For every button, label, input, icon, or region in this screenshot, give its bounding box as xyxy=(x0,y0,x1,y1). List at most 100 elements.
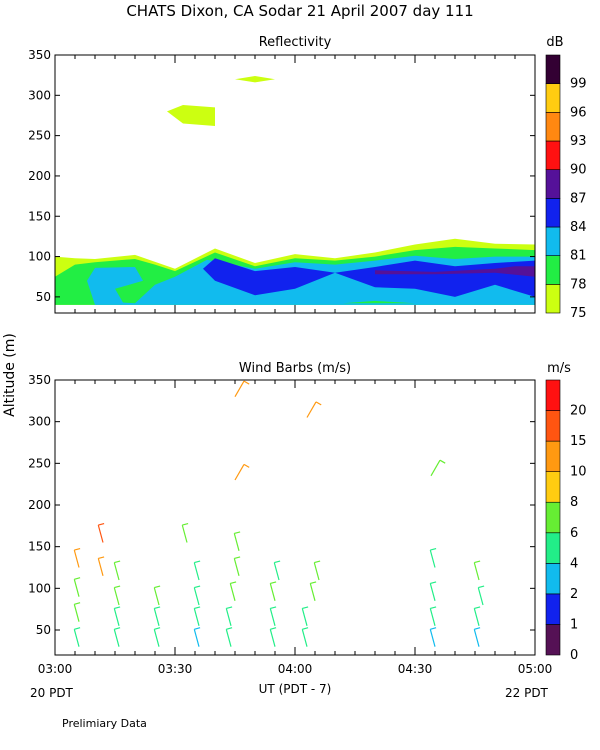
wind-barb-shaft xyxy=(430,608,435,625)
wind-barb xyxy=(235,464,249,480)
wind-barb-shaft xyxy=(98,525,103,542)
wind-barb xyxy=(478,586,484,605)
y-tick-label: 50 xyxy=(36,290,51,304)
wind-barb-flag xyxy=(244,464,249,467)
wind-barb-shaft xyxy=(474,608,479,625)
wind-barb-flag xyxy=(274,561,280,563)
wind-barb-shaft xyxy=(194,588,199,605)
wind-barb-flag xyxy=(74,549,80,551)
colorbar-label: 8 xyxy=(570,495,578,510)
wind-barb xyxy=(302,607,308,626)
wind-barb-flag xyxy=(316,402,321,405)
wind-barb-shaft xyxy=(307,402,316,418)
wind-barb-shaft xyxy=(154,608,159,625)
wind-barb-shaft xyxy=(474,563,479,580)
y-tick-label: 150 xyxy=(28,540,51,554)
wind-barb xyxy=(302,628,308,647)
figure-title: CHATS Dixon, CA Sodar 21 April 2007 day … xyxy=(126,2,473,20)
wind-barb xyxy=(154,628,160,647)
wind-barb-flag xyxy=(98,524,104,526)
wind-barb-shaft xyxy=(478,588,483,605)
y-tick-label: 150 xyxy=(28,209,51,223)
wind-barb-shaft xyxy=(226,608,231,625)
wind-barb-flag xyxy=(98,557,104,559)
x-right-note: 22 PDT xyxy=(505,686,549,700)
wind-barb xyxy=(274,561,280,580)
y-tick-label: 300 xyxy=(28,415,51,429)
wind-barb-shaft xyxy=(310,583,315,600)
wind-barb xyxy=(430,628,436,647)
wind-barb xyxy=(98,557,104,576)
wind-barb-flag xyxy=(314,561,320,563)
wind-barb-flag xyxy=(114,561,120,563)
wind-barb-shaft xyxy=(98,558,103,575)
colorbar-label: 96 xyxy=(570,105,587,120)
wind-barb xyxy=(310,582,316,601)
chart-panel-1: Reflectivity 50 100 150 200 250 300 350 75 78 81 84… xyxy=(28,35,586,321)
wind-barb-flag xyxy=(154,607,160,609)
wind-barb xyxy=(234,532,240,551)
reflectivity-region-75 xyxy=(235,76,275,82)
y-tick-label: 200 xyxy=(28,498,51,512)
colorbar-label: 1 xyxy=(570,617,578,632)
y-tick-label: 250 xyxy=(28,129,51,143)
wind-barb-flag xyxy=(244,381,249,384)
colorbar-unit: m/s xyxy=(547,361,571,376)
x-tick-label: 03:30 xyxy=(158,662,193,676)
wind-barb-shaft xyxy=(234,558,239,575)
wind-barb-shaft xyxy=(226,629,231,646)
chart-panel-2: Wind Barbs (m/s)5010015020025030035003:0… xyxy=(28,361,586,676)
wind-barb xyxy=(114,607,120,626)
wind-barb-shaft xyxy=(270,629,275,646)
wind-barb xyxy=(234,557,240,576)
wind-barb-shaft xyxy=(314,563,319,580)
colorbar-swatch-99 xyxy=(546,55,560,84)
wind-barb xyxy=(431,460,445,476)
sodar-figure: CHATS Dixon, CA Sodar 21 April 2007 day … xyxy=(0,0,600,750)
wind-barb-shaft xyxy=(194,629,199,646)
colorbar-swatch-1 xyxy=(546,594,560,625)
wind-barb-flag xyxy=(234,532,240,534)
wind-barb-flag xyxy=(74,603,80,605)
wind-barb xyxy=(194,561,200,580)
colorbar-swatch-78 xyxy=(546,256,560,285)
colorbar-unit: dB xyxy=(546,35,563,50)
wind-barb xyxy=(182,524,188,543)
colorbar-label: 78 xyxy=(570,277,587,292)
colorbar-label: 10 xyxy=(570,465,587,480)
wind-barb-flag xyxy=(194,586,200,588)
y-tick-label: 300 xyxy=(28,88,51,102)
colorbar-label: 81 xyxy=(570,249,587,264)
wind-barb-shaft xyxy=(430,629,435,646)
wind-barb-flag xyxy=(154,628,160,630)
wind-barb xyxy=(226,628,232,647)
wind-barb-flag xyxy=(474,607,480,609)
colorbar-label: 20 xyxy=(570,404,587,419)
wind-barb-shaft xyxy=(235,381,244,397)
colorbar-label: 93 xyxy=(570,134,587,149)
colorbar-swatch-8 xyxy=(546,472,560,503)
wind-barb-shaft xyxy=(114,608,119,625)
wind-barb-shaft xyxy=(114,629,119,646)
wind-barb-shaft xyxy=(74,629,79,646)
colorbar-label: 2 xyxy=(570,587,578,602)
y-tick-label: 200 xyxy=(28,169,51,183)
colorbar-label: 84 xyxy=(570,220,587,235)
wind-barb-flag xyxy=(74,628,80,630)
wind-barb-shaft xyxy=(235,464,244,480)
wind-barb-flag xyxy=(154,586,160,588)
wind-barb-flag xyxy=(430,582,436,584)
wind-barb xyxy=(430,607,436,626)
colorbar-swatch-2 xyxy=(546,563,560,594)
wind-barb-flag xyxy=(302,607,308,609)
wind-barb xyxy=(114,586,120,605)
x-left-note: 20 PDT xyxy=(30,686,74,700)
wind-barb xyxy=(194,586,200,605)
wind-barb-flag xyxy=(478,586,484,588)
wind-barb-flag xyxy=(114,586,120,588)
panel-title: Reflectivity xyxy=(259,35,332,50)
y-tick-label: 350 xyxy=(28,48,51,62)
wind-barb xyxy=(194,628,200,647)
wind-barb xyxy=(235,381,249,397)
colorbar-swatch-75 xyxy=(546,284,560,313)
